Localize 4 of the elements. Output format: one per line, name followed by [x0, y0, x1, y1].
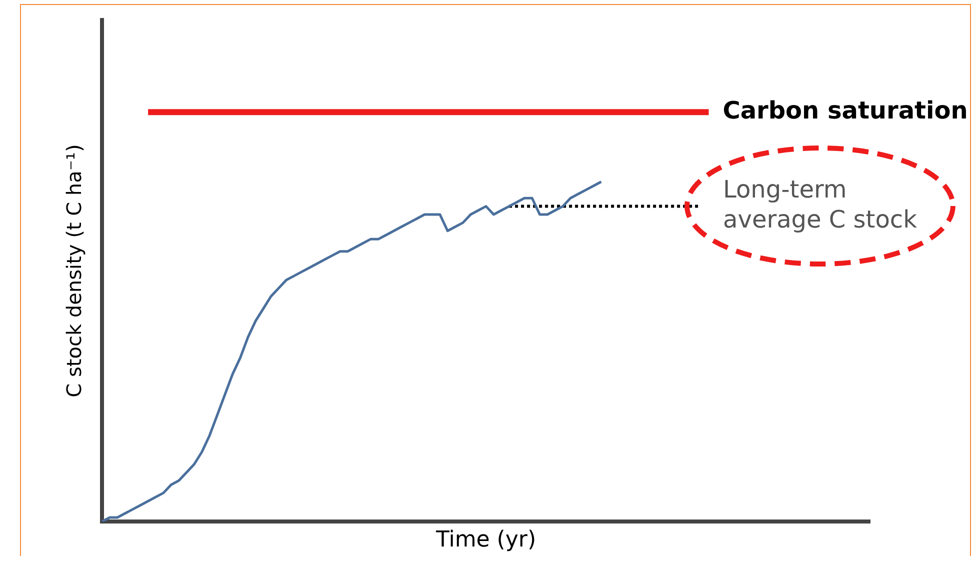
y-axis-title: C stock density (t C ha⁻¹) — [62, 144, 86, 398]
x-axis-title: Time (yr) — [434, 528, 536, 553]
series-label: Carbon saturation — [722, 96, 968, 124]
series-label: Long-term average C stock — [723, 176, 918, 234]
